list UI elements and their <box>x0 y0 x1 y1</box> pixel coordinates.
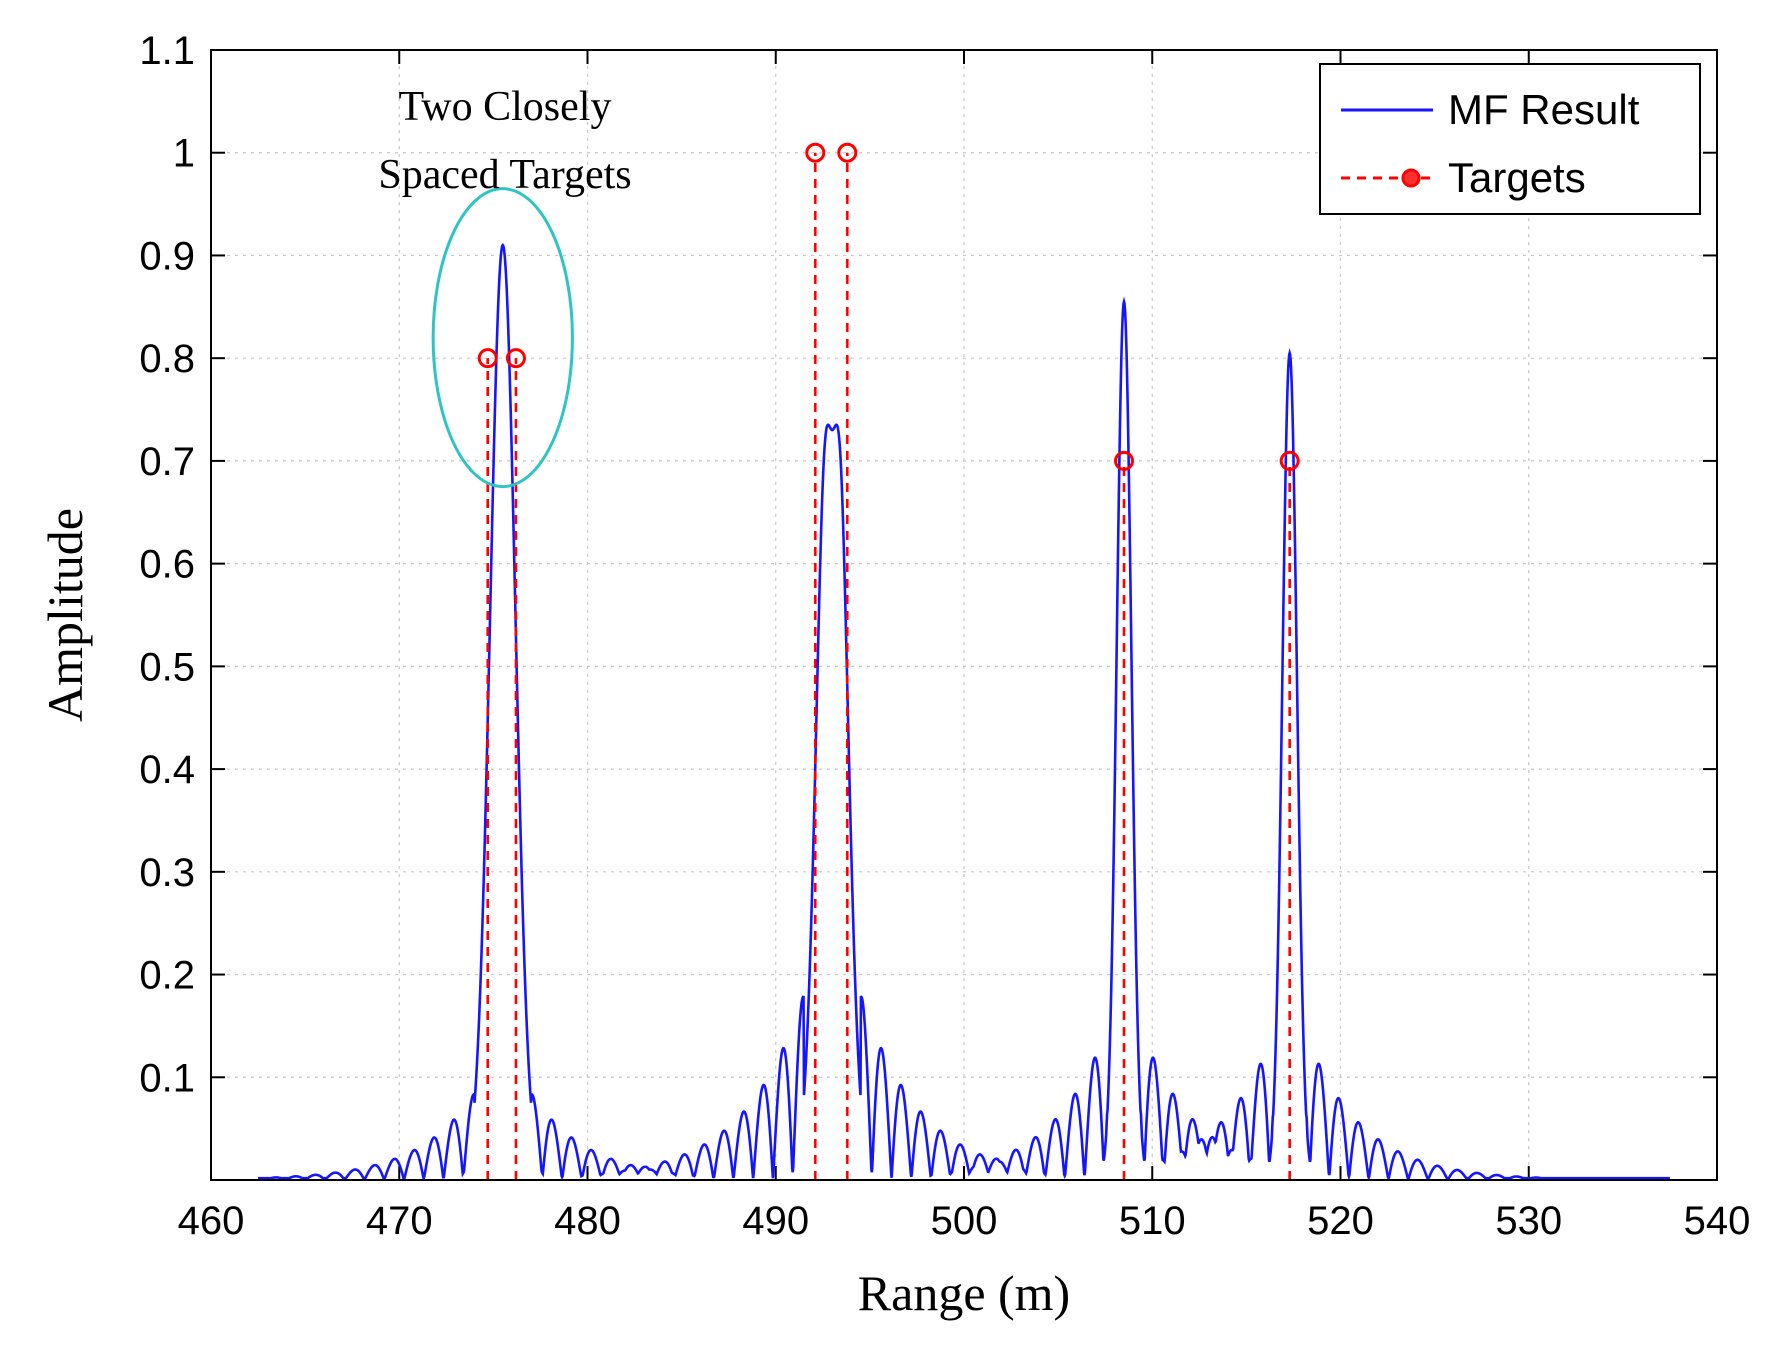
plot-frame <box>210 49 1718 1181</box>
x-tick-label: 520 <box>1307 1199 1374 1243</box>
y-tick-label: 1 <box>173 132 195 176</box>
legend-box <box>1319 63 1701 215</box>
y-tick-label: 0.1 <box>139 1056 195 1100</box>
y-tick-label: 0.8 <box>139 337 195 381</box>
y-tick-label: 0.2 <box>139 954 195 998</box>
y-tick-label: 0.7 <box>139 440 195 484</box>
annotation-text-line: Spaced Targets <box>378 152 631 198</box>
target-marker <box>1279 450 1300 471</box>
target-marker <box>805 142 826 163</box>
x-tick-label: 490 <box>742 1199 809 1243</box>
y-tick-label: 1.1 <box>139 29 195 73</box>
y-tick-label: 0.6 <box>139 543 195 587</box>
legend: MF Result Targets <box>1319 63 1701 215</box>
x-tick-label: 460 <box>178 1199 245 1243</box>
target-marker <box>837 142 858 163</box>
y-axis-label: Amplitude <box>37 508 93 722</box>
x-tick-label: 540 <box>1684 1199 1751 1243</box>
x-tick-label: 500 <box>931 1199 998 1243</box>
target-marker <box>505 348 526 369</box>
annotation-ellipse <box>431 187 574 489</box>
annotation: Two Closely Spaced Targets <box>378 84 632 489</box>
legend-label-mf-result: MF Result <box>1448 86 1640 133</box>
plot-area <box>211 50 1717 1180</box>
x-tick-label: 530 <box>1495 1199 1562 1243</box>
tick-labels: 460 470 480 490 500 510 520 530 540 0.1 0.2 0.3 0.4 0… <box>139 29 1750 1243</box>
legend-marker-targets <box>1401 168 1421 188</box>
legend-label-targets: Targets <box>1448 154 1586 201</box>
y-tick-label: 0.3 <box>139 851 195 895</box>
mf-result-line <box>258 242 1670 1180</box>
x-tick-label: 510 <box>1119 1199 1186 1243</box>
x-tick-label: 480 <box>554 1199 621 1243</box>
x-axis-label: Range (m) <box>858 1265 1070 1321</box>
target-marker <box>477 348 498 369</box>
series <box>258 142 1670 1180</box>
x-tick-label: 470 <box>366 1199 433 1243</box>
y-tick-label: 0.5 <box>139 645 195 689</box>
target-marker <box>1114 450 1135 471</box>
annotation-text-line: Two Closely <box>399 84 612 130</box>
y-tick-label: 0.9 <box>139 234 195 278</box>
y-tick-label: 0.4 <box>139 748 195 792</box>
